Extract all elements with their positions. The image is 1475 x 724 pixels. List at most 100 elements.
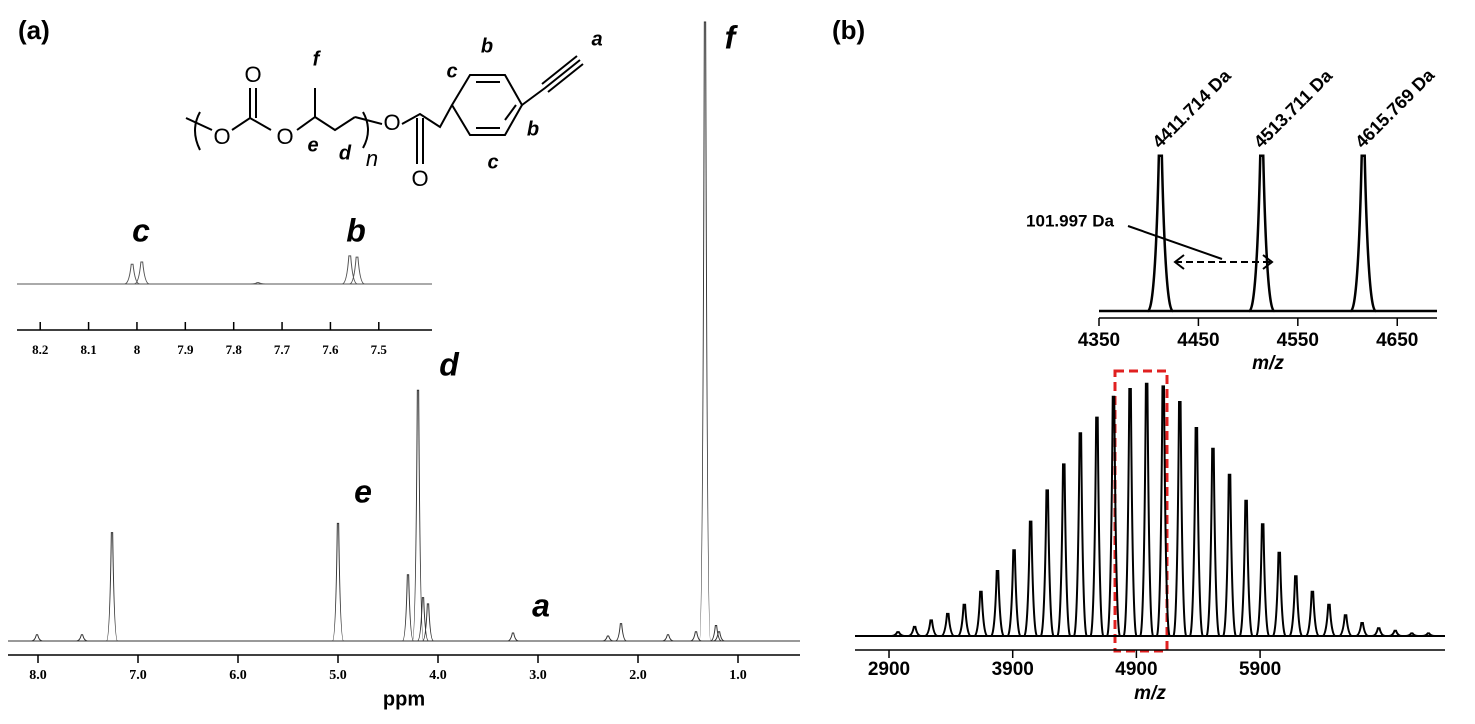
annotation-leader xyxy=(1127,225,1223,260)
x-tick-label: 2900 xyxy=(868,659,910,680)
alkyne xyxy=(521,55,584,106)
x-tick-label: 4650 xyxy=(1376,330,1418,351)
peak xyxy=(1089,416,1105,637)
peak xyxy=(615,623,627,642)
x-tick-label: 4.0 xyxy=(429,668,447,683)
peak xyxy=(1139,382,1155,637)
x-tick-label: 6.0 xyxy=(229,668,247,683)
peak-label: 4615.769 Da xyxy=(1351,64,1439,152)
peak xyxy=(1205,447,1221,637)
peak xyxy=(31,634,43,642)
panel-label: (a) xyxy=(18,15,50,45)
peak xyxy=(1349,154,1377,313)
peak xyxy=(1056,463,1072,637)
structure-label: f xyxy=(313,48,322,70)
x-tick-label: 7.8 xyxy=(226,342,243,357)
peak xyxy=(1372,627,1386,637)
peak xyxy=(1006,549,1022,637)
structure-label: c xyxy=(446,60,457,82)
peak-label: d xyxy=(439,346,460,382)
peak xyxy=(1155,385,1171,637)
peak xyxy=(349,256,365,285)
peak xyxy=(402,574,414,642)
atom: O xyxy=(276,124,293,149)
peak xyxy=(1039,489,1055,637)
structure-label: d xyxy=(339,142,352,164)
x-axis-title: m/z xyxy=(1134,683,1166,704)
x-tick-label: 4350 xyxy=(1078,330,1120,351)
peak-label: 4513.711 Da xyxy=(1250,65,1337,152)
x-axis-title: ppm xyxy=(383,688,425,710)
structure-label: n xyxy=(366,146,378,171)
x-tick-label: 4550 xyxy=(1277,330,1319,351)
peak xyxy=(602,635,614,642)
peak xyxy=(989,570,1005,637)
peak xyxy=(1106,395,1122,637)
x-tick-label: 4900 xyxy=(1115,659,1157,680)
peak xyxy=(699,21,711,642)
peak xyxy=(713,631,725,642)
structure-label: c xyxy=(487,151,498,173)
peak xyxy=(710,625,722,642)
peak xyxy=(907,625,922,637)
peak xyxy=(1355,622,1369,637)
peak xyxy=(973,590,989,637)
peak xyxy=(1238,499,1254,637)
structure-label: b xyxy=(527,118,539,140)
x-tick-label: 8.0 xyxy=(29,668,47,683)
peak xyxy=(332,522,344,642)
peak xyxy=(1271,551,1287,637)
peak xyxy=(1222,473,1238,637)
peak xyxy=(1188,427,1204,637)
peak xyxy=(417,597,429,642)
peak xyxy=(1388,629,1402,637)
peak xyxy=(1172,401,1188,637)
x-tick-label: 8.1 xyxy=(80,342,96,357)
peak xyxy=(1421,632,1435,637)
peak-label: f xyxy=(725,19,739,55)
benzene-ring xyxy=(450,74,524,136)
x-tick-label: 7.0 xyxy=(129,668,147,683)
peak xyxy=(106,532,118,642)
x-tick-label: 2.0 xyxy=(629,668,647,683)
atom: O xyxy=(411,166,428,191)
peak xyxy=(924,619,938,637)
peak-label: b xyxy=(346,212,366,248)
peak xyxy=(1146,154,1175,313)
peak xyxy=(422,603,434,642)
peak xyxy=(1405,632,1419,637)
x-tick-label: 8 xyxy=(134,342,141,357)
x-tick-label: 1.0 xyxy=(729,668,747,683)
chemical-structure: O O O O O f e d n c b a b c xyxy=(185,28,603,191)
annotation: 101.997 Da xyxy=(1026,211,1114,230)
bracket xyxy=(194,111,201,151)
peak xyxy=(1122,388,1138,637)
peak-label: 4411.714 Da xyxy=(1148,65,1235,152)
peak xyxy=(1072,432,1088,637)
peak xyxy=(1305,590,1320,637)
peak xyxy=(1322,603,1336,637)
structure-label: b xyxy=(481,35,493,57)
peak xyxy=(940,612,955,637)
peak xyxy=(957,603,972,637)
peak xyxy=(1023,520,1039,637)
peak xyxy=(76,634,88,642)
x-tick-label: 7.7 xyxy=(274,342,291,357)
structure-label: e xyxy=(307,134,318,156)
peak xyxy=(1255,523,1271,637)
x-tick-label: 7.6 xyxy=(322,342,339,357)
x-tick-label: 3.0 xyxy=(529,668,547,683)
x-tick-label: 4450 xyxy=(1177,330,1219,351)
peak xyxy=(1248,154,1276,313)
x-tick-label: 3900 xyxy=(992,659,1034,680)
x-axis-title: m/z xyxy=(1252,353,1284,374)
x-tick-label: 5.0 xyxy=(329,668,347,683)
atom: O xyxy=(244,62,261,87)
x-tick-label: 5900 xyxy=(1239,659,1281,680)
x-tick-label: 7.5 xyxy=(371,342,388,357)
panel-label: (b) xyxy=(832,15,865,45)
peak xyxy=(1338,614,1353,637)
peak xyxy=(690,631,702,642)
peak-label: a xyxy=(532,587,550,623)
